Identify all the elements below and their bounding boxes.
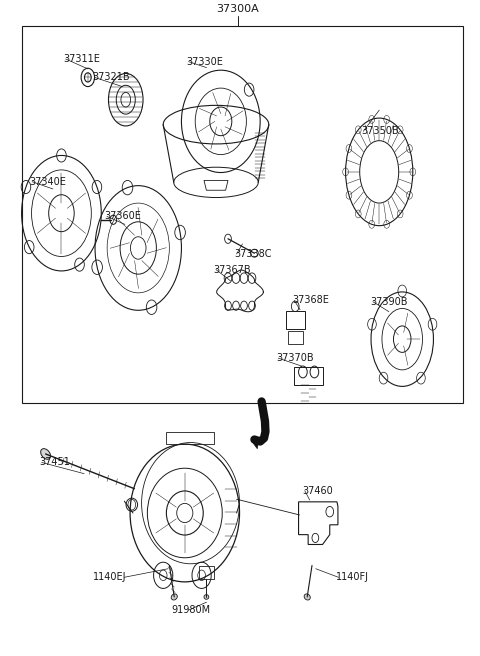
Text: 37460: 37460: [302, 485, 333, 496]
Ellipse shape: [171, 594, 177, 600]
Bar: [286, 311, 305, 329]
Bar: [288, 331, 303, 344]
Text: 37311E: 37311E: [63, 54, 100, 64]
Text: 37360E: 37360E: [105, 211, 142, 222]
Text: 1140EJ: 1140EJ: [93, 572, 127, 583]
Ellipse shape: [304, 594, 310, 600]
Text: 1140FJ: 1140FJ: [336, 572, 369, 583]
Text: 37340E: 37340E: [30, 176, 67, 187]
Text: 37370B: 37370B: [276, 353, 313, 363]
Text: 91980M: 91980M: [171, 605, 211, 615]
Text: 37300A: 37300A: [216, 5, 259, 14]
Text: 37368E: 37368E: [292, 295, 329, 306]
Ellipse shape: [41, 449, 50, 459]
Text: 37350B: 37350B: [361, 126, 398, 136]
Text: 37367B: 37367B: [214, 264, 251, 275]
Text: 37321B: 37321B: [92, 72, 130, 83]
Ellipse shape: [204, 594, 209, 600]
Polygon shape: [252, 438, 259, 449]
Bar: [294, 367, 323, 385]
Text: 37338C: 37338C: [234, 249, 272, 259]
Text: 37390B: 37390B: [371, 297, 408, 307]
Bar: [199, 566, 214, 579]
Text: 37330E: 37330E: [186, 56, 223, 67]
Text: 37451: 37451: [39, 457, 70, 468]
